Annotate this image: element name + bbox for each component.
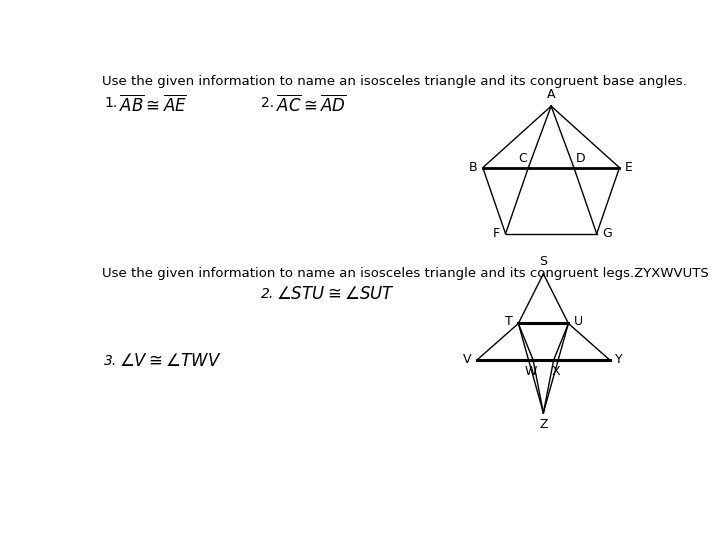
Text: Use the given information to name an isosceles triangle and its congruent base a: Use the given information to name an iso… — [102, 75, 686, 88]
Text: $\angle V \cong \angle TWV$: $\angle V \cong \angle TWV$ — [120, 352, 222, 370]
Text: $\overline{AC} \cong \overline{AD}$: $\overline{AC} \cong \overline{AD}$ — [276, 94, 346, 115]
Text: A: A — [547, 87, 555, 101]
Text: Y: Y — [615, 353, 623, 367]
Text: S: S — [539, 255, 547, 268]
Text: $\angle STU \cong \angle SUT$: $\angle STU \cong \angle SUT$ — [276, 285, 395, 303]
Text: E: E — [625, 161, 633, 174]
Text: 1.: 1. — [104, 96, 117, 110]
Text: 3.: 3. — [104, 354, 117, 368]
Text: C: C — [518, 152, 527, 165]
Text: Use the given information to name an isosceles triangle and its congruent legs.Z: Use the given information to name an iso… — [102, 267, 708, 280]
Text: Z: Z — [539, 418, 548, 431]
Text: U: U — [574, 315, 583, 328]
Text: 2.: 2. — [261, 287, 274, 301]
Text: F: F — [493, 227, 500, 240]
Text: 2.: 2. — [261, 96, 274, 110]
Text: W: W — [525, 365, 537, 379]
Text: X: X — [552, 365, 560, 379]
Text: B: B — [469, 161, 477, 174]
Text: G: G — [602, 227, 612, 240]
Text: T: T — [505, 315, 513, 328]
Text: $\overline{AB} \cong \overline{AE}$: $\overline{AB} \cong \overline{AE}$ — [120, 94, 187, 115]
Text: D: D — [575, 152, 585, 165]
Text: V: V — [463, 353, 472, 367]
